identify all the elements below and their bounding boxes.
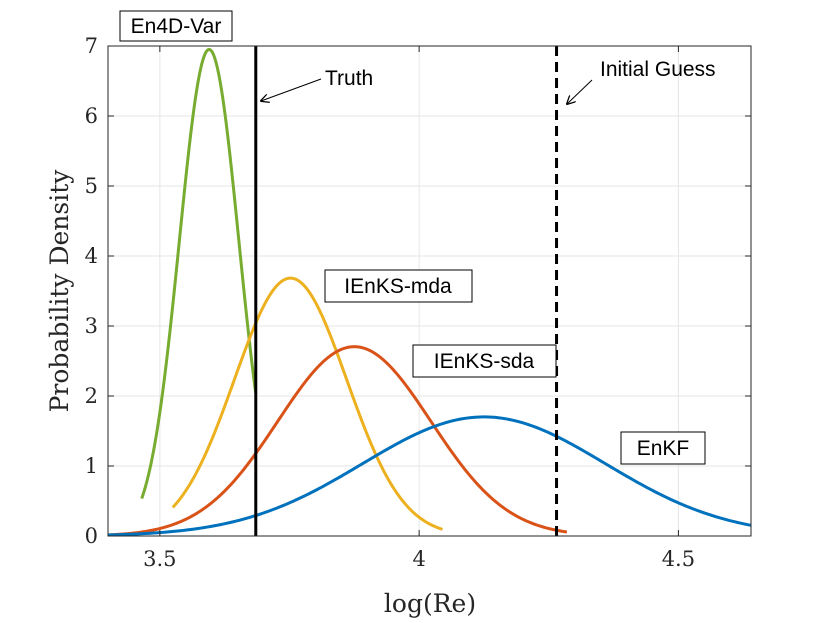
- axis-ticks: 3.5 4 4.5 0 1 2 3 4 5 6 7: [85, 34, 751, 571]
- y-tick-label-5: 5: [85, 174, 98, 198]
- label-ienks-mda: IEnKS-mda: [324, 269, 473, 303]
- y-tick-label-2: 2: [85, 384, 98, 408]
- y-tick-label-1: 1: [85, 454, 98, 478]
- series-curves: [107, 47, 752, 537]
- reference-lines: [254, 46, 559, 536]
- svg-text:EnKF: EnKF: [637, 437, 690, 460]
- plot-frame: [107, 45, 752, 537]
- svg-text:Truth: Truth: [325, 67, 373, 90]
- label-en4dvar: En4D-Var: [119, 10, 233, 42]
- y-tick-label-6: 6: [85, 104, 98, 128]
- label-enkf: EnKF: [620, 431, 706, 465]
- svg-text:En4D-Var: En4D-Var: [131, 15, 222, 38]
- series-en4d-var: [140, 47, 258, 500]
- x-tick-label-2: 4.5: [662, 547, 695, 571]
- y-tick-label-0: 0: [85, 524, 98, 548]
- x-axis-label: log(Re): [384, 589, 476, 618]
- svg-text:Initial Guess: Initial Guess: [600, 58, 716, 81]
- annotation-truth: Truth: [261, 67, 373, 101]
- y-tick-label-3: 3: [85, 314, 98, 338]
- svg-text:IEnKS-mda: IEnKS-mda: [344, 275, 452, 298]
- x-tick-label-1: 4: [412, 547, 425, 571]
- series-ienks-mda: [171, 276, 443, 531]
- label-ienks-sda: IEnKS-sda: [412, 344, 557, 378]
- y-axis-label: Probability Density: [45, 169, 74, 413]
- y-tick-label-7: 7: [85, 34, 98, 58]
- series-enkf: [107, 415, 752, 537]
- svg-text:IEnKS-sda: IEnKS-sda: [434, 350, 535, 373]
- series-ienks-sda: [107, 345, 568, 537]
- y-tick-label-4: 4: [85, 244, 98, 268]
- annotation-initial-guess: Initial Guess: [567, 58, 716, 104]
- x-tick-label-0: 3.5: [143, 547, 176, 571]
